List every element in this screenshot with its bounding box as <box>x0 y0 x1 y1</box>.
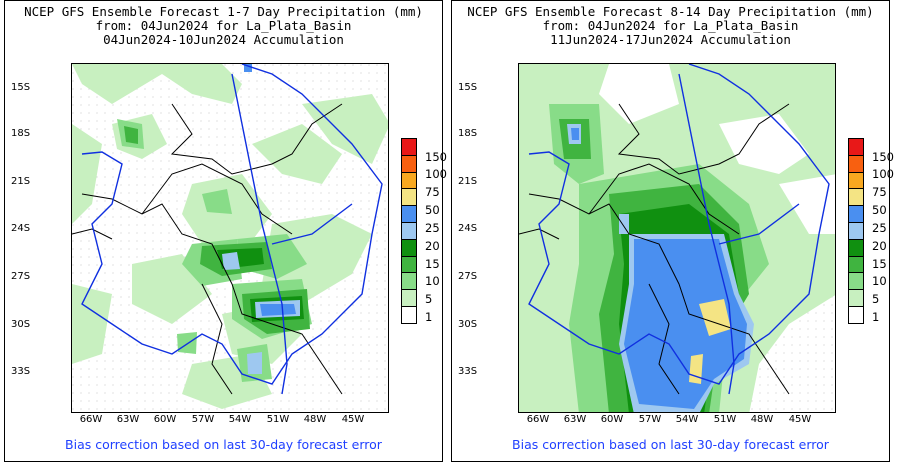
legend-label: 1 <box>425 310 433 324</box>
legend-swatch <box>401 289 417 307</box>
lat-label: 30S <box>458 319 478 330</box>
lat-label: 24S <box>458 223 478 234</box>
legend-swatch <box>401 188 417 207</box>
precip-50-75mm <box>689 299 731 384</box>
lat-label: 15S <box>11 82 31 93</box>
panel-title: NCEP GFS Ensemble Forecast 8-14 Day Prec… <box>467 4 874 19</box>
lat-label: 21S <box>458 176 478 187</box>
panel-footer: Bias correction based on last 30-day for… <box>512 437 829 452</box>
lat-label: 15S <box>458 82 478 93</box>
panel-subtitle: from: 04Jun2024 for La_Plata_Basin <box>542 18 799 33</box>
lat-label: 27S <box>458 271 478 282</box>
legend-label: 25 <box>425 221 440 235</box>
country-borders <box>519 103 790 395</box>
lat-label: 18S <box>458 128 478 139</box>
map-svg <box>72 64 388 412</box>
lon-label: 63W <box>116 414 140 425</box>
legend-label: 75 <box>425 185 440 199</box>
lon-label: 66W <box>79 414 103 425</box>
basin-outline <box>81 64 383 395</box>
legend-swatch <box>848 188 864 207</box>
lat-label: 27S <box>11 271 31 282</box>
legend-label: 150 <box>872 150 894 164</box>
legend-swatch <box>401 154 417 173</box>
legend-swatch <box>401 238 417 257</box>
legend-label: 15 <box>425 257 440 271</box>
lon-label: 66W <box>526 414 550 425</box>
color-legend <box>401 138 417 324</box>
panel-footer: Bias correction based on last 30-day for… <box>65 437 382 452</box>
legend-label: 1 <box>872 310 880 324</box>
legend-label: 50 <box>872 203 887 217</box>
legend-label: 10 <box>872 274 887 288</box>
lon-label: 54W <box>228 414 252 425</box>
lon-label: 60W <box>153 414 177 425</box>
legend-swatch <box>848 289 864 307</box>
legend-swatch <box>848 238 864 257</box>
legend-label: 10 <box>425 274 440 288</box>
precip-none <box>599 64 835 234</box>
legend-swatch <box>401 305 417 324</box>
legend-swatch <box>401 171 417 190</box>
panel-period: 11Jun2024-17Jun2024 Accumulation <box>550 32 791 47</box>
legend-swatch <box>401 221 417 240</box>
legend-swatch <box>848 205 864 223</box>
lon-label: 54W <box>675 414 699 425</box>
precip-25-50mm <box>571 128 747 409</box>
legend-label: 100 <box>425 167 447 181</box>
legend-label: 50 <box>425 203 440 217</box>
lon-label: 57W <box>191 414 215 425</box>
legend-label: 15 <box>872 257 887 271</box>
legend-swatch <box>401 205 417 223</box>
legend-swatch <box>401 138 417 156</box>
basin-outline <box>528 64 830 395</box>
country-borders <box>72 103 343 395</box>
lon-label: 48W <box>303 414 327 425</box>
legend-label: 5 <box>872 292 880 306</box>
color-legend <box>848 138 864 324</box>
precipitation-map <box>518 63 836 413</box>
panel-title: NCEP GFS Ensemble Forecast 1-7 Day Preci… <box>24 4 423 19</box>
lon-label: 48W <box>750 414 774 425</box>
legend-swatch <box>848 305 864 324</box>
forecast-panel-days-1-7: NCEP GFS Ensemble Forecast 1-7 Day Preci… <box>4 0 447 462</box>
legend-swatch <box>401 272 417 291</box>
panel-subtitle: from: 04Jun2024 for La_Plata_Basin <box>95 18 352 33</box>
lat-label: 18S <box>11 128 31 139</box>
precipitation-map <box>71 63 389 413</box>
lon-label: 51W <box>713 414 737 425</box>
lon-label: 45W <box>788 414 812 425</box>
legend-swatch <box>848 272 864 291</box>
legend-swatch <box>848 154 864 173</box>
legend-swatch <box>848 171 864 190</box>
legend-swatch <box>848 221 864 240</box>
map-svg <box>519 64 835 412</box>
lon-label: 45W <box>341 414 365 425</box>
lat-label: 24S <box>11 223 31 234</box>
legend-label: 75 <box>872 185 887 199</box>
legend-label: 5 <box>425 292 433 306</box>
legend-label: 100 <box>872 167 894 181</box>
lon-label: 51W <box>266 414 290 425</box>
legend-swatch <box>848 255 864 274</box>
lon-label: 57W <box>638 414 662 425</box>
legend-swatch <box>401 255 417 274</box>
legend-swatch <box>848 138 864 156</box>
panel-period: 04Jun2024-10Jun2024 Accumulation <box>103 32 344 47</box>
lat-label: 33S <box>458 366 478 377</box>
legend-label: 25 <box>872 221 887 235</box>
lat-label: 21S <box>11 176 31 187</box>
legend-label: 150 <box>425 150 447 164</box>
lat-label: 30S <box>11 319 31 330</box>
legend-label: 20 <box>425 239 440 253</box>
lon-label: 63W <box>563 414 587 425</box>
lat-label: 33S <box>11 366 31 377</box>
legend-label: 20 <box>872 239 887 253</box>
forecast-panel-days-8-14: NCEP GFS Ensemble Forecast 8-14 Day Prec… <box>451 0 894 462</box>
lon-label: 60W <box>600 414 624 425</box>
